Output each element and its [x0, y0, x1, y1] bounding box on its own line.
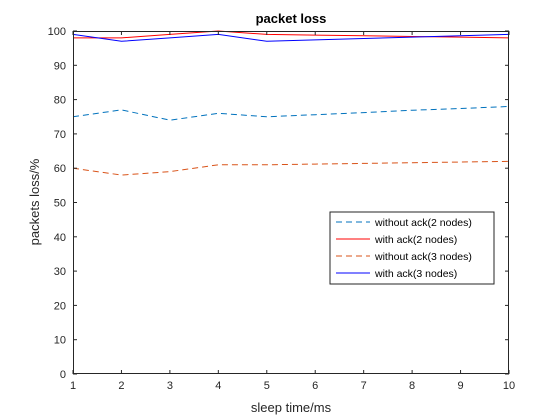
legend-box: [329, 211, 495, 285]
y-tick-label: 70: [54, 129, 66, 141]
x-tick-label: 4: [215, 380, 221, 392]
series-line-4: [72, 33, 510, 42]
y-tick-label: 90: [54, 60, 66, 72]
y-tick-label: 10: [54, 335, 66, 347]
chart-title: packet loss: [256, 11, 327, 26]
y-tick-label: 50: [54, 198, 66, 210]
x-tick-label: 6: [312, 380, 318, 392]
x-tick-label: 2: [118, 380, 124, 392]
y-tick-label: 20: [54, 300, 66, 312]
plot-area: [73, 31, 509, 374]
legend-label-3: without ack(3 nodes): [374, 251, 472, 263]
y-axis-label: packets loss/%: [27, 158, 42, 245]
legend-label-1: without ack(2 nodes): [374, 217, 472, 229]
legend-label-4: with ack(3 nodes): [374, 268, 457, 280]
y-tick-label: 100: [48, 26, 66, 38]
y-tick-label: 80: [54, 95, 66, 107]
x-tick-label: 10: [503, 380, 515, 392]
series-line-1: [72, 105, 510, 121]
series-layer: [72, 30, 510, 176]
x-tick-label: 5: [264, 380, 270, 392]
x-tick-label: 3: [167, 380, 173, 392]
y-tick-label: 0: [60, 369, 66, 381]
y-tick-label: 30: [54, 266, 66, 278]
x-tick-label: 9: [457, 380, 463, 392]
legend: without ack(2 nodes) with ack(2 nodes) wit…: [329, 211, 495, 285]
x-axis-label: sleep time/ms: [251, 400, 332, 415]
series-line-3: [72, 160, 510, 176]
y-tick-label: 60: [54, 163, 66, 175]
legend-label-2: with ack(2 nodes): [374, 234, 457, 246]
x-tick-label: 1: [70, 380, 76, 392]
x-tick-label: 7: [361, 380, 367, 392]
y-tick-label: 40: [54, 232, 66, 244]
x-tick-label: 8: [409, 380, 415, 392]
